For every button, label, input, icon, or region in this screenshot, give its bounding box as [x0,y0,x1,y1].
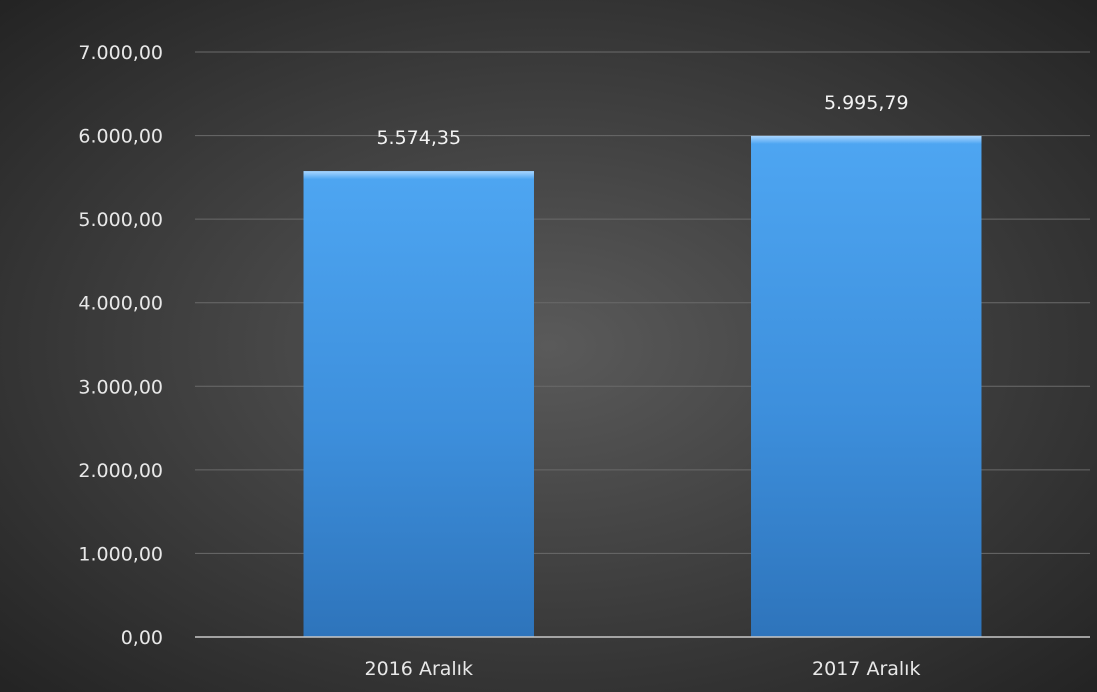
data-labels: 5.574,35 5.995,79 [376,92,908,149]
data-label: 5.574,35 [376,127,461,149]
bar-top-highlight [303,171,534,180]
bar [303,171,534,637]
y-tick-label: 1.000,00 [78,543,163,565]
y-tick-label: 3.000,00 [78,376,163,398]
bars [303,135,982,637]
x-axis-categories: 2016 Aralık 2017 Aralık [365,658,921,680]
y-tick-label: 0,00 [121,627,163,649]
y-tick-label: 6.000,00 [78,126,163,148]
bar [751,135,982,637]
x-category-label: 2016 Aralık [365,658,473,680]
y-tick-label: 4.000,00 [78,293,163,315]
data-label: 5.995,79 [824,92,909,114]
y-tick-label: 7.000,00 [78,42,163,64]
y-tick-label: 2.000,00 [78,460,163,482]
bar-top-highlight [751,135,982,144]
y-axis-ticks: 0,00 1.000,00 2.000,00 3.000,00 4.000,00 5.00… [78,42,163,649]
y-tick-label: 5.000,00 [78,209,163,231]
x-category-label: 2017 Aralık [812,658,920,680]
